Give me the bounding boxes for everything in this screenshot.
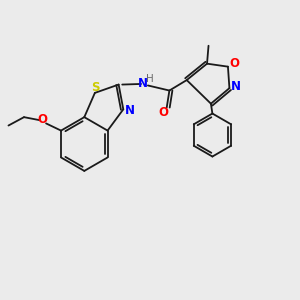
Text: O: O: [158, 106, 168, 119]
Text: N: N: [138, 77, 148, 90]
Text: O: O: [229, 57, 239, 70]
Text: N: N: [231, 80, 241, 93]
Text: H: H: [146, 74, 154, 84]
Text: O: O: [38, 113, 47, 126]
Text: S: S: [91, 81, 100, 94]
Text: N: N: [125, 104, 135, 117]
